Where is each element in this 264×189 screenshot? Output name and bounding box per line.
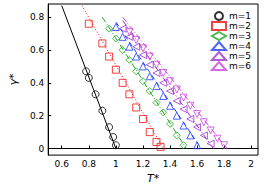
svg-text:0.6: 0.6: [30, 45, 45, 55]
svg-text:m=2: m=2: [229, 21, 251, 31]
svg-text:1.2: 1.2: [136, 159, 150, 169]
svg-text:γ*: γ*: [7, 73, 20, 86]
svg-text:0.6: 0.6: [55, 159, 70, 169]
svg-text:0.2: 0.2: [30, 111, 44, 121]
svg-text:0.4: 0.4: [30, 78, 45, 88]
svg-text:m=6: m=6: [229, 61, 251, 71]
svg-text:1: 1: [113, 159, 119, 169]
svg-text:m=1: m=1: [229, 11, 251, 21]
svg-text:0: 0: [38, 144, 44, 154]
svg-text:T*: T*: [147, 172, 160, 185]
svg-text:1.6: 1.6: [190, 159, 205, 169]
svg-text:2: 2: [248, 159, 254, 169]
svg-text:m=4: m=4: [229, 41, 251, 51]
svg-text:m=5: m=5: [229, 51, 251, 61]
svg-text:0.8: 0.8: [30, 12, 45, 22]
svg-text:m=3: m=3: [229, 31, 251, 41]
svg-text:1.4: 1.4: [163, 159, 178, 169]
svg-text:1.8: 1.8: [217, 159, 232, 169]
svg-text:0.8: 0.8: [82, 159, 97, 169]
